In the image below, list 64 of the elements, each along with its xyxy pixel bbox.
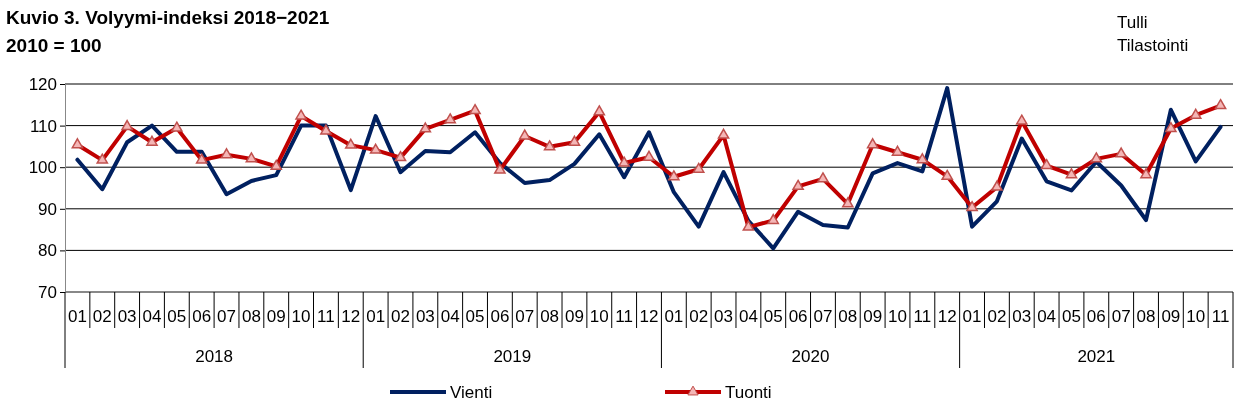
x-tick-label: 08 xyxy=(838,307,858,326)
text: 2019 xyxy=(493,347,532,366)
x-tick-label: 11 xyxy=(615,307,633,326)
text: 2021 xyxy=(1077,347,1116,366)
text: Tulli xyxy=(1117,13,1148,32)
y-tick-label: 110 xyxy=(29,116,57,136)
x-tick-label: 06 xyxy=(788,307,808,326)
x-tick-label: 12 xyxy=(937,307,957,326)
x-tick-label: 02 xyxy=(987,307,1007,326)
y-tick-label: 120 xyxy=(28,74,57,94)
x-tick-label: 01 xyxy=(664,307,684,326)
x-tick-label: 07 xyxy=(813,307,833,326)
x-tick-label: 03 xyxy=(117,307,137,326)
text: 2018 xyxy=(195,347,234,366)
x-tick-label: 06 xyxy=(192,307,212,326)
x-tick-label: 10 xyxy=(888,307,907,326)
x-tick-label: 02 xyxy=(689,307,709,326)
x-tick-label: 01 xyxy=(962,307,982,326)
x-tick-label: 05 xyxy=(763,307,783,326)
x-tick-label: 05 xyxy=(465,307,485,326)
x-tick-label: 08 xyxy=(540,307,560,326)
x-tick-label: 06 xyxy=(490,307,510,326)
x-tick-label: 07 xyxy=(1111,307,1131,326)
x-tick-label: 09 xyxy=(1161,307,1181,326)
x-tick-label: 03 xyxy=(1012,307,1032,326)
x-tick-label: 01 xyxy=(366,307,386,326)
x-tick-label: 12 xyxy=(639,307,659,326)
x-tick-label: 11 xyxy=(913,307,932,326)
x-tick-label: 02 xyxy=(391,307,410,326)
x-tick-label: 03 xyxy=(714,307,734,326)
chart-title: Kuvio 3. Volyymi-indeksi 2018−2021 xyxy=(6,7,330,28)
y-tick-label: 90 xyxy=(38,199,57,219)
x-tick-label: 05 xyxy=(1062,307,1081,326)
x-tick-label: 08 xyxy=(241,307,261,326)
text: Tilastointi xyxy=(1117,36,1189,55)
x-tick-label: 03 xyxy=(415,307,435,326)
x-tick-label: 05 xyxy=(167,307,187,326)
x-tick-label: 04 xyxy=(142,307,162,326)
x-tick-label: 02 xyxy=(92,307,112,326)
y-tick-label: 100 xyxy=(28,158,57,178)
x-tick-label: 09 xyxy=(863,307,883,326)
line-series xyxy=(75,86,1223,251)
text: 2020 xyxy=(791,347,830,366)
x-tick-label: 09 xyxy=(266,307,286,326)
y-tick-label: 70 xyxy=(38,282,57,302)
x-tick-label: 11 xyxy=(1211,307,1230,326)
x-tick-label: 11 xyxy=(317,307,335,326)
x-tick-label: 10 xyxy=(291,307,311,326)
chart-subtitle: 2010 = 100 xyxy=(6,35,102,56)
x-tick-label: 07 xyxy=(515,307,535,326)
legend-label: Tuonti xyxy=(725,383,772,402)
x-tick-label: 09 xyxy=(564,307,584,326)
x-tick-label: 08 xyxy=(1136,307,1156,326)
x-tick-label: 04 xyxy=(738,307,758,326)
legend-label: Vienti xyxy=(450,383,493,402)
x-tick-label: 04 xyxy=(440,307,460,326)
y-tick-label: 80 xyxy=(38,241,57,261)
x-tick-label: 01 xyxy=(67,307,87,326)
x-tick-label: 10 xyxy=(589,307,609,326)
x-tick-label: 10 xyxy=(1186,307,1206,326)
x-tick-label: 06 xyxy=(1086,307,1106,326)
x-tick-label: 07 xyxy=(217,307,236,326)
x-tick-label: 12 xyxy=(341,307,361,326)
x-tick-label: 04 xyxy=(1037,307,1057,326)
